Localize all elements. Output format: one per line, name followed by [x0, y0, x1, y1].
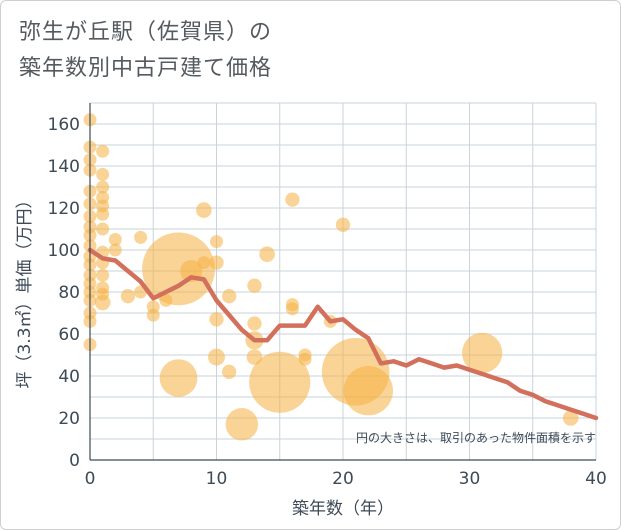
scatter-point-48 [208, 348, 225, 366]
scatter-point-38 [146, 308, 160, 322]
x-tick-0: 0 [85, 469, 96, 489]
axes [89, 103, 596, 461]
chart-title-line-2: 築年数別中古戸建て価格 [19, 56, 273, 81]
y-tick-0: 0 [69, 451, 80, 471]
bubble-size-note: 円の大きさは、取引のあった物件面積を示す [356, 430, 596, 445]
scatter-point-64 [335, 217, 351, 232]
y-tick-20: 20 [58, 409, 80, 429]
scatter-point-44 [197, 256, 211, 270]
scatter-point-56 [259, 246, 275, 262]
scatter-point-57 [249, 351, 311, 413]
x-tick-10: 10 [206, 469, 228, 489]
chart-title: 弥生が丘駅（佐賀県）の 築年数別中古戸建て価格 [19, 15, 272, 87]
scatter-point-28 [96, 268, 110, 282]
scatter-point-40 [142, 232, 215, 306]
scatter-point-46 [209, 255, 224, 270]
y-axis-title: 坪（3.3㎡）単価（万円） [15, 191, 35, 388]
scatter-point-51 [225, 408, 259, 441]
scatter-point-62 [298, 352, 312, 366]
trend-line-layer [87, 247, 599, 421]
y-tick-160: 160 [48, 115, 80, 135]
scatter-point-50 [222, 364, 237, 379]
y-tick-140: 140 [48, 157, 80, 177]
scatter-point-45 [210, 235, 223, 249]
chart-title-line-1: 弥生が丘駅（佐賀県）の [19, 20, 273, 45]
scatter-point-19 [96, 144, 110, 158]
scatter-point-35 [134, 230, 148, 244]
x-tick-20: 20 [332, 469, 354, 489]
scatter-point-20 [96, 167, 110, 181]
scatter-point-68 [562, 410, 579, 426]
scatter-point-31 [94, 294, 111, 311]
y-tick-labels: 0 20 40 60 80 100 120 140 160 [48, 115, 80, 471]
x-tick-40: 40 [585, 469, 607, 489]
x-tick-labels: 0 10 20 30 40 [85, 469, 607, 489]
bubble-layer [83, 113, 579, 441]
scatter-point-58 [285, 192, 300, 207]
y-tick-100: 100 [48, 241, 80, 261]
scatter-point-52 [247, 278, 262, 293]
scatter-point-53 [247, 316, 262, 331]
x-tick-30: 30 [459, 469, 481, 489]
scatter-point-21 [96, 180, 110, 194]
y-tick-120: 120 [48, 199, 80, 219]
y-tick-60: 60 [58, 325, 80, 345]
average-trend-line [87, 247, 599, 421]
scatter-point-33 [108, 243, 122, 257]
scatter-point-43 [196, 202, 212, 218]
scatter-point-67 [462, 332, 503, 374]
y-tick-80: 80 [58, 283, 80, 303]
scatter-point-60 [285, 302, 299, 316]
scatter-point-49 [222, 289, 237, 304]
scatter-point-24 [96, 207, 110, 221]
scatter-point-41 [159, 359, 198, 397]
scatter-point-25 [96, 222, 110, 236]
scatter-point-66 [343, 366, 393, 416]
y-tick-40: 40 [58, 367, 80, 387]
x-axis-title: 築年数（年） [292, 499, 394, 519]
scatter-point-47 [209, 312, 224, 327]
scatter-point-32 [108, 233, 122, 246]
scatter-point-34 [120, 289, 136, 304]
